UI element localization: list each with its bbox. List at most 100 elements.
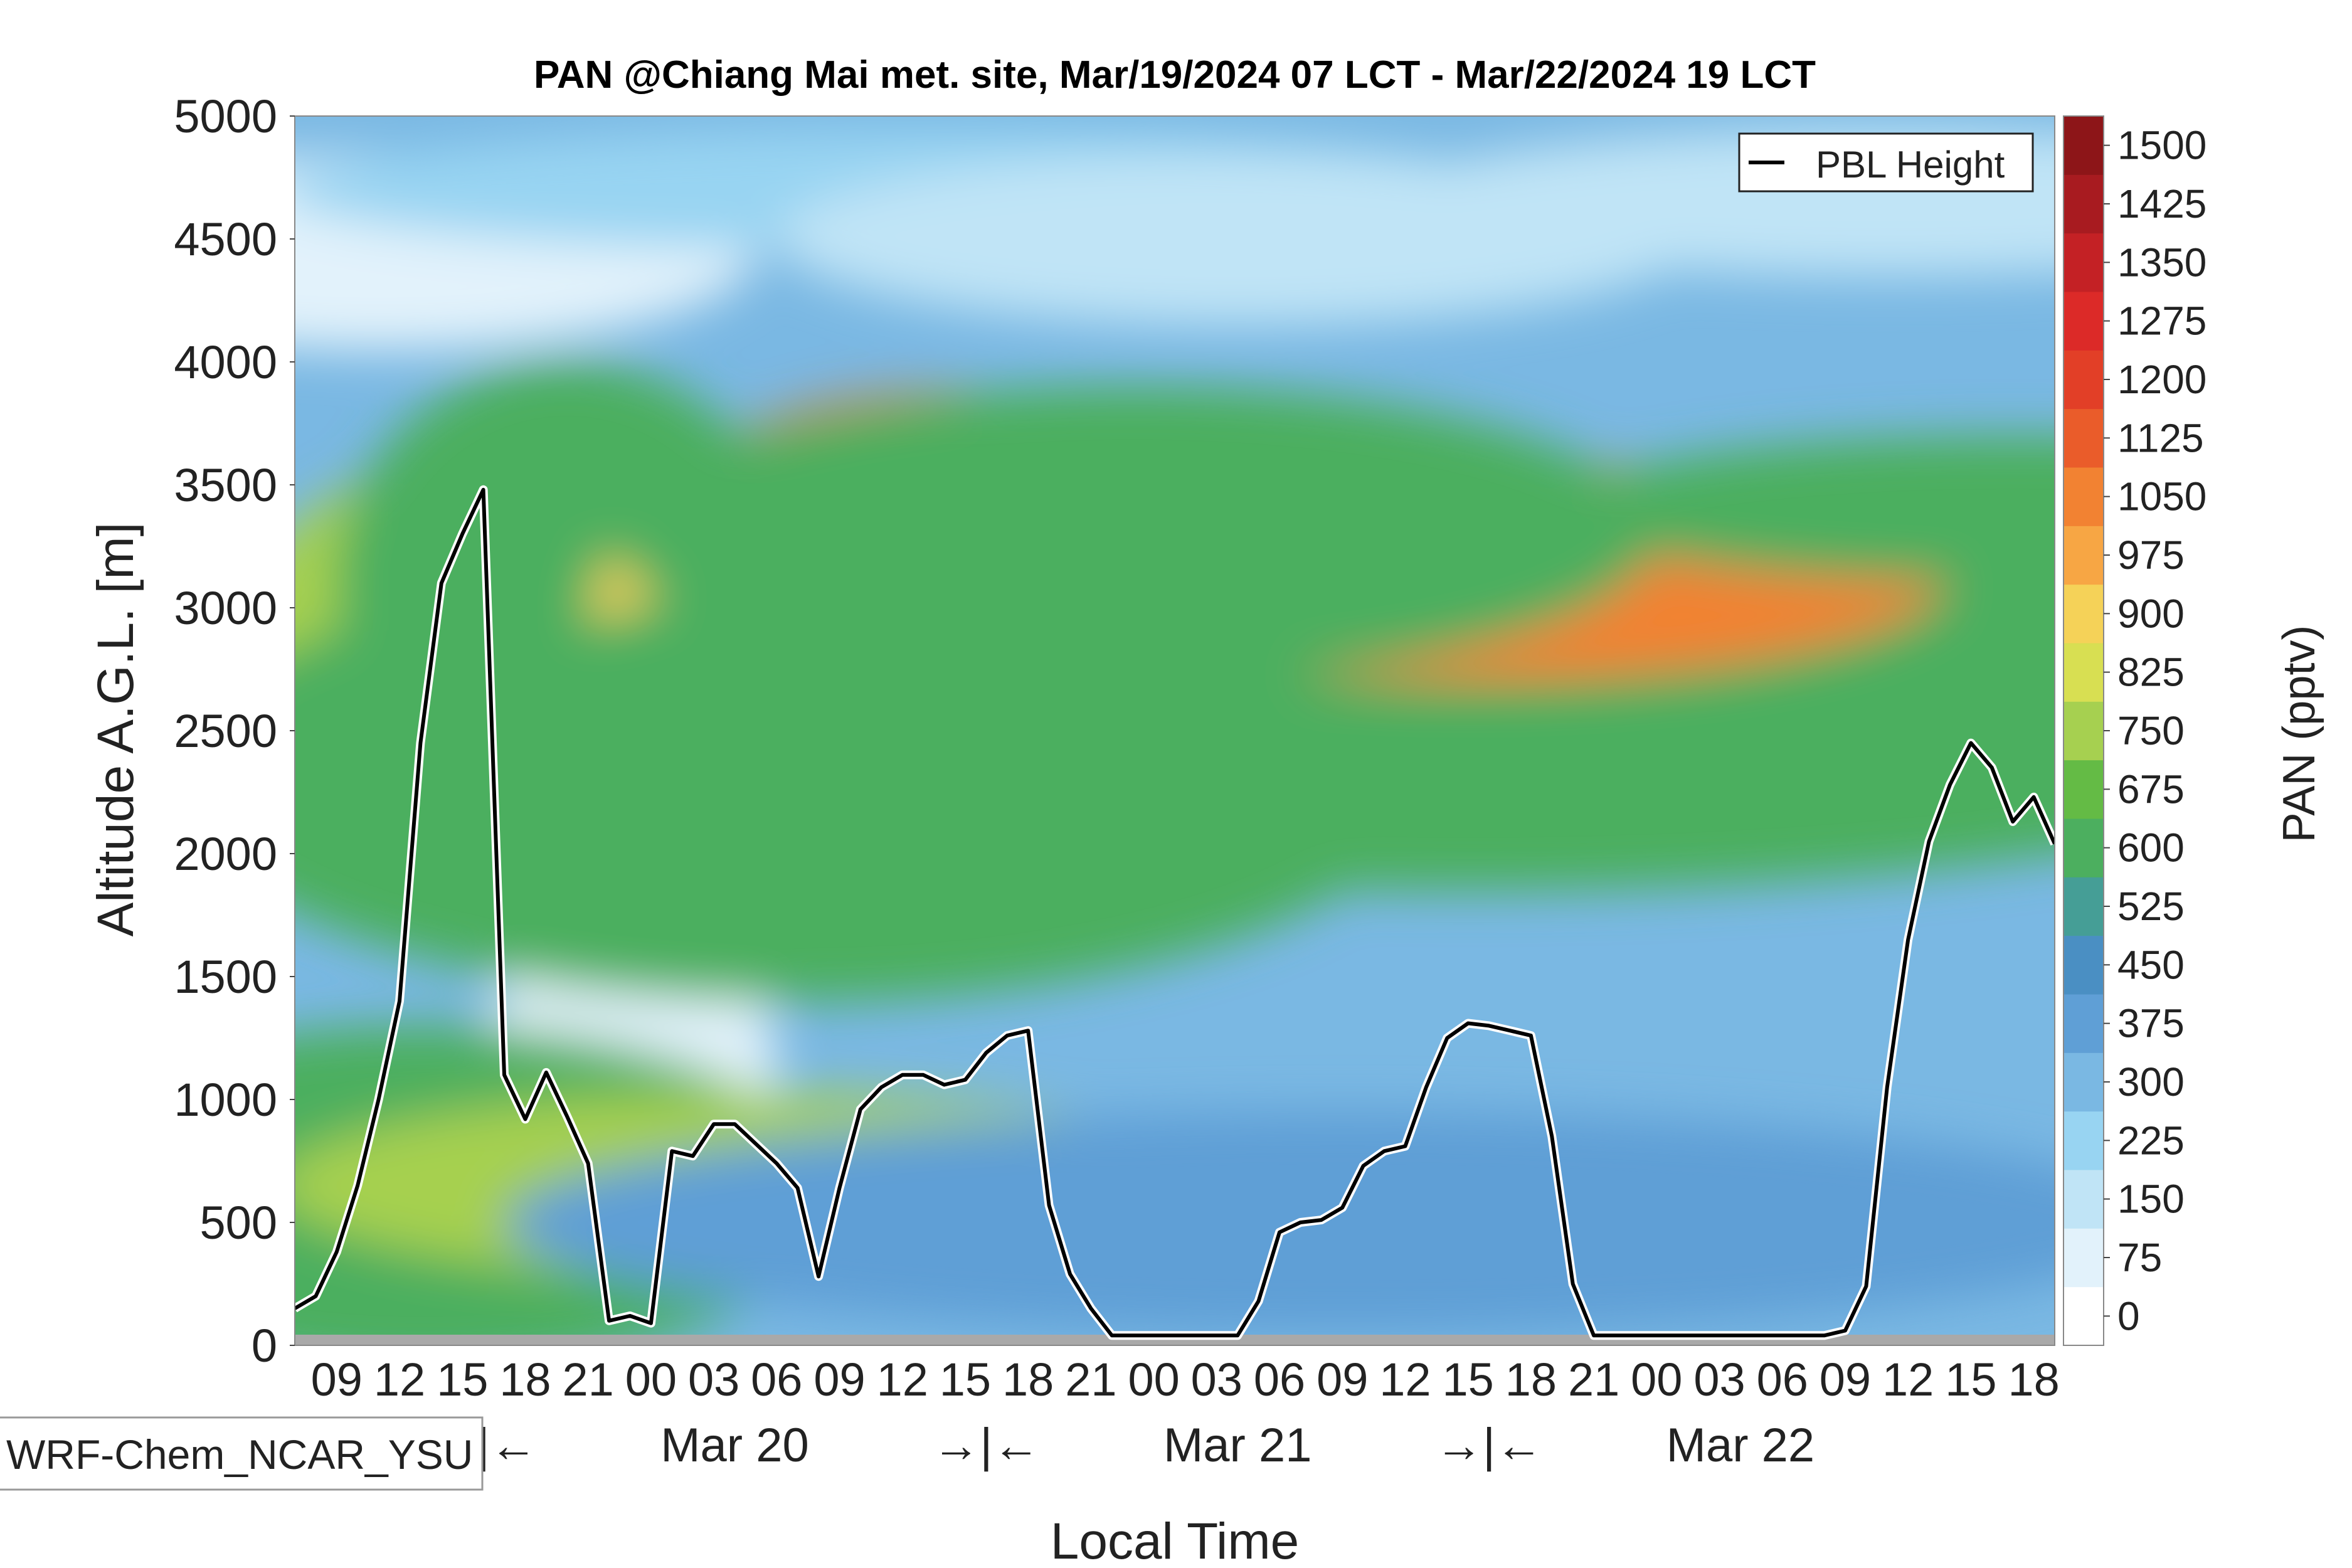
x-tick-label: 06 [1757,1353,1808,1406]
colorbar-tick-label: 75 [2117,1235,2162,1280]
colorbar-tick-label: 375 [2117,1001,2185,1046]
colorbar-swatch [2063,292,2104,351]
y-tick-label: 0 [252,1320,277,1372]
y-tick-label: 2500 [174,705,277,757]
y-tick-label: 2000 [174,828,277,880]
x-tick-label: 00 [1631,1353,1682,1406]
x-axis-day-labels: →|← Mar 20 →|← Mar 21 →|← Mar 22 [430,1419,1814,1472]
colorbar-swatch [2063,1228,2104,1288]
x-tick-label: 00 [625,1353,677,1406]
x-tick-label: 21 [1065,1353,1116,1406]
x-tick-label: 03 [1693,1353,1745,1406]
x-axis-label: Local Time [1051,1513,1300,1568]
colorbar-tick-label: 750 [2117,708,2185,753]
x-tick-label: 15 [437,1353,488,1406]
colorbar-swatch [2063,701,2104,761]
colorbar-swatch [2063,1111,2104,1170]
x-tick-label: 21 [1568,1353,1619,1406]
colorbar-tick-label: 1350 [2117,240,2206,285]
colorbar-tick-label: 975 [2117,532,2185,578]
colorbar-tick-label: 1425 [2117,181,2206,226]
x-tick-label: 18 [1505,1353,1557,1406]
x-tick-label: 15 [1443,1353,1494,1406]
colorbar-swatch [2063,350,2104,410]
x-tick-label: 06 [751,1353,802,1406]
colorbar-swatch [2063,643,2104,702]
x-tick-label: 12 [1882,1353,1934,1406]
colorbar-swatch [2063,233,2104,292]
pan-concentration-field [295,128,2055,1345]
day-label: →|← [932,1419,1040,1472]
pan-concentration-cell [1552,435,2055,583]
day-label: Mar 22 [1666,1419,1815,1472]
colorbar-tick-label: 150 [2117,1177,2185,1222]
x-tick-label: 18 [499,1353,551,1406]
y-tick-label: 1000 [174,1074,277,1126]
colorbar-swatch [2063,526,2104,585]
colorbar-swatch [2063,116,2104,175]
y-tick-label: 1500 [174,951,277,1003]
colorbar-swatch [2063,818,2104,877]
y-tick-label: 4000 [174,336,277,388]
colorbar-swatch [2063,935,2104,995]
x-tick-label: 09 [813,1353,865,1406]
x-tick-label: 12 [877,1353,928,1406]
colorbar-swatch [2063,760,2104,819]
plot-area [295,116,2055,1345]
y-tick-label: 500 [200,1197,277,1249]
colorbar-tick-label: 1500 [2117,123,2206,168]
colorbar-tick-label: 225 [2117,1118,2185,1163]
colorbar-tick-label: 900 [2117,591,2185,636]
day-label: Mar 21 [1163,1419,1312,1472]
legend: PBL Height [1738,132,2034,193]
day-label: →|← [1435,1419,1543,1472]
model-label: WRF-Chem_NCAR_YSU [6,1431,473,1478]
legend-box [1738,132,2034,193]
colorbar-swatch [2063,1286,2104,1346]
x-tick-label: 09 [1820,1353,1871,1406]
colorbar-tick-label: 300 [2117,1059,2185,1104]
pbl-height-line [295,487,2055,1338]
colorbar: 0 75 150 225 300 375 450 525 600 675 750 825 900 975 1… [2063,115,2206,1346]
colorbar-swatch [2063,467,2104,526]
x-tick-label: 18 [2008,1353,2059,1406]
pan-concentration-cell [504,1111,2055,1333]
colorbar-swatch [2063,994,2104,1053]
y-tick-label: 3500 [174,459,277,511]
x-axis: 09 12 15 18 21 00 03 06 09 12 15 18 21 00 03 06 09 12 15 18… [311,1353,2060,1406]
y-axis-label: Altitude A.G.L. [m] [87,522,144,937]
colorbar-swatch [2063,1170,2104,1229]
x-tick-label: 09 [1316,1353,1368,1406]
pan-concentration-cell [609,386,1657,682]
chart-title: PAN @Chiang Mai met. site, Mar/19/2024 0… [534,53,1816,97]
colorbar-tick-label: 825 [2117,650,2185,695]
colorbar-tick-label: 675 [2117,766,2185,812]
x-tick-label: 18 [1002,1353,1054,1406]
y-axis: 0 500 1000 1500 2000 2500 3000 3500 4000 4500 5000 [174,90,295,1372]
y-tick-label: 3000 [174,582,277,634]
x-tick-label: 06 [1254,1353,1305,1406]
model-label-box: WRF-Chem_NCAR_YSU [0,1416,484,1491]
colorbar-tick-label: 600 [2117,825,2185,871]
x-tick-label: 12 [1379,1353,1431,1406]
colorbar-tick-label: 450 [2117,942,2185,987]
y-tick-label: 4500 [174,213,277,265]
x-tick-label: 00 [1128,1353,1179,1406]
x-tick-label: 12 [374,1353,425,1406]
colorbar-tick-label: 525 [2117,884,2185,929]
day-label: Mar 20 [660,1419,809,1472]
x-tick-label: 15 [940,1353,991,1406]
x-tick-label: 21 [563,1353,614,1406]
colorbar-tick-label: 1200 [2117,357,2206,402]
colorbar-swatch [2063,877,2104,936]
x-tick-label: 03 [688,1353,739,1406]
colorbar-tick-label: 1275 [2117,299,2206,344]
x-tick-label: 15 [1945,1353,1996,1406]
y-tick-label: 5000 [174,90,277,142]
colorbar-tick-label: 0 [2117,1293,2140,1338]
legend-entry-pbl-height: PBL Height [1816,144,2005,186]
colorbar-swatch [2063,174,2104,234]
x-tick-label: 09 [311,1353,363,1406]
colorbar-tick-label: 1050 [2117,474,2206,519]
